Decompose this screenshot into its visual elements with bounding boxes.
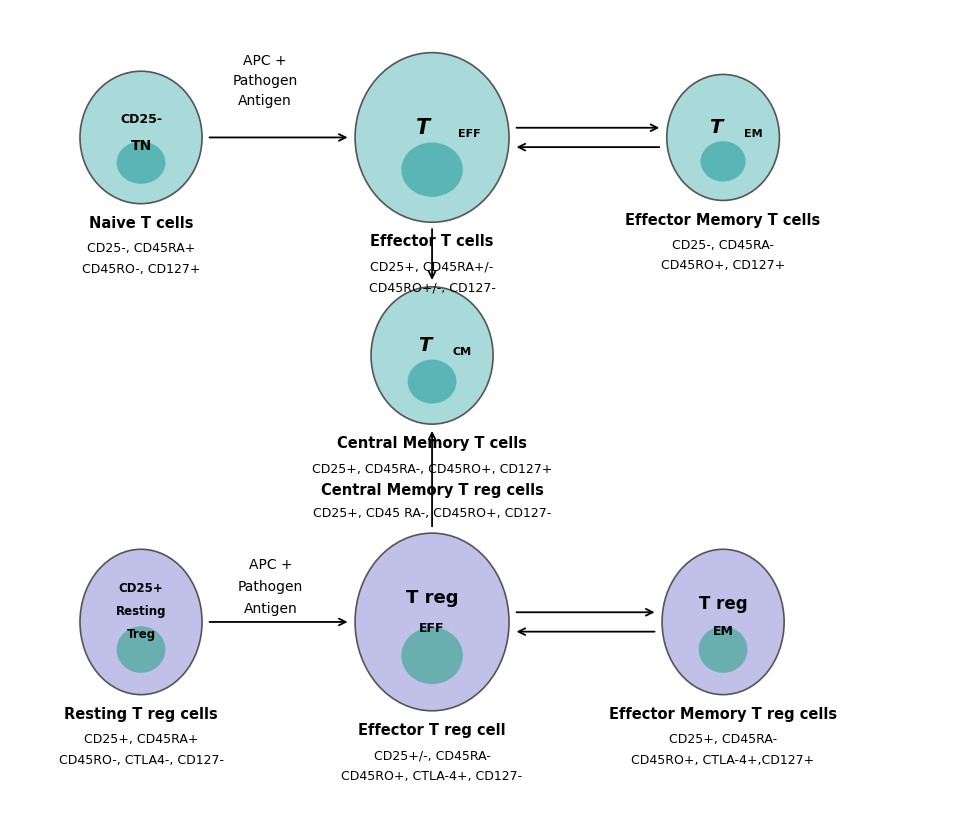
Ellipse shape (667, 74, 780, 200)
Text: Antigen: Antigen (243, 602, 297, 616)
Text: Central Memory T cells: Central Memory T cells (337, 436, 527, 452)
Text: CM: CM (453, 347, 472, 358)
Text: CD25-, CD45RA+: CD25-, CD45RA+ (87, 242, 195, 255)
Ellipse shape (355, 53, 509, 222)
Text: EM: EM (713, 625, 734, 638)
Text: CD45RO+/-, CD127-: CD45RO+/-, CD127- (369, 281, 495, 294)
Text: T: T (709, 119, 722, 138)
Text: Treg: Treg (126, 629, 155, 641)
Text: APC +: APC + (243, 54, 286, 68)
Text: Pathogen: Pathogen (233, 74, 298, 88)
Ellipse shape (117, 142, 166, 184)
Text: Effector T cells: Effector T cells (371, 234, 493, 250)
Text: T: T (416, 118, 430, 138)
Ellipse shape (371, 287, 493, 424)
Text: Central Memory T reg cells: Central Memory T reg cells (321, 483, 543, 498)
Text: T reg: T reg (406, 588, 458, 606)
Ellipse shape (401, 143, 463, 197)
Text: CD25-: CD25- (120, 113, 162, 126)
Text: CD45RO+, CTLA-4+,CD127+: CD45RO+, CTLA-4+,CD127+ (631, 754, 814, 766)
Text: T reg: T reg (698, 595, 747, 613)
Text: CD45RO+, CTLA-4+, CD127-: CD45RO+, CTLA-4+, CD127- (341, 770, 523, 783)
Text: EM: EM (743, 129, 763, 139)
Text: CD25+/-, CD45RA-: CD25+/-, CD45RA- (374, 750, 490, 762)
Text: Effector Memory T cells: Effector Memory T cells (626, 213, 821, 227)
Text: CD25+, CD45RA-, CD45RO+, CD127+: CD25+, CD45RA-, CD45RO+, CD127+ (312, 463, 552, 476)
Ellipse shape (662, 550, 784, 695)
Text: Effector T reg cell: Effector T reg cell (358, 723, 506, 738)
Text: CD25-, CD45RA-: CD25-, CD45RA- (673, 239, 774, 252)
Text: Antigen: Antigen (239, 94, 292, 108)
Text: APC +: APC + (249, 559, 292, 573)
Text: CD25+, CD45 RA-, CD45RO+, CD127-: CD25+, CD45 RA-, CD45RO+, CD127- (313, 508, 551, 520)
Text: CD45RO-, CD127+: CD45RO-, CD127+ (81, 263, 200, 275)
Text: EFF: EFF (458, 129, 481, 139)
Text: T: T (418, 336, 431, 355)
Text: CD25+: CD25+ (119, 582, 164, 595)
Ellipse shape (355, 533, 509, 711)
Text: EFF: EFF (420, 622, 445, 635)
Ellipse shape (80, 71, 202, 204)
Text: Resting T reg cells: Resting T reg cells (64, 707, 217, 722)
Text: CD45RO-, CTLA4-, CD127-: CD45RO-, CTLA4-, CD127- (58, 754, 223, 766)
Text: Naive T cells: Naive T cells (89, 216, 194, 231)
Text: TN: TN (130, 138, 151, 152)
Ellipse shape (408, 359, 456, 404)
Ellipse shape (401, 627, 463, 684)
Text: CD25+, CD45RA+/-: CD25+, CD45RA+/- (371, 261, 493, 274)
Text: Resting: Resting (116, 605, 167, 618)
Text: Effector Memory T reg cells: Effector Memory T reg cells (609, 707, 837, 722)
Ellipse shape (700, 141, 745, 181)
Ellipse shape (698, 626, 747, 673)
Ellipse shape (117, 626, 166, 673)
Text: CD25+, CD45RA-: CD25+, CD45RA- (669, 733, 777, 747)
Text: CD45RO+, CD127+: CD45RO+, CD127+ (661, 260, 786, 273)
Text: CD25+, CD45RA+: CD25+, CD45RA+ (83, 733, 198, 747)
Ellipse shape (80, 550, 202, 695)
Text: Pathogen: Pathogen (238, 580, 303, 594)
